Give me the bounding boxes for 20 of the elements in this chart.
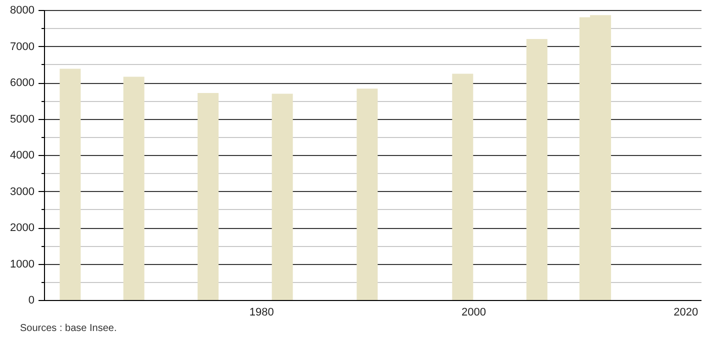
y-tick-label: 6000 [10, 77, 34, 89]
bar [526, 39, 548, 300]
bar [60, 68, 81, 300]
y-tick-label: 1000 [10, 258, 34, 270]
y-tick-label: 2000 [10, 222, 34, 234]
x-tick-label: 1980 [249, 306, 274, 318]
bar [123, 76, 144, 300]
x-tick-label: 2000 [462, 306, 486, 318]
y-tick-label: 7000 [10, 40, 34, 53]
bar [452, 74, 474, 300]
bar [272, 94, 293, 300]
y-tick-label: 3000 [10, 186, 34, 198]
y-tick-label: 8000 [10, 4, 34, 16]
x-tick-label: 2020 [674, 306, 698, 318]
source-note: Sources : base Insee. [20, 323, 117, 334]
y-tick-label: 4000 [10, 150, 34, 162]
y-tick-label: 0 [28, 294, 34, 306]
y-tick-label: 5000 [10, 113, 34, 126]
bar [198, 93, 219, 300]
bar [356, 88, 378, 300]
